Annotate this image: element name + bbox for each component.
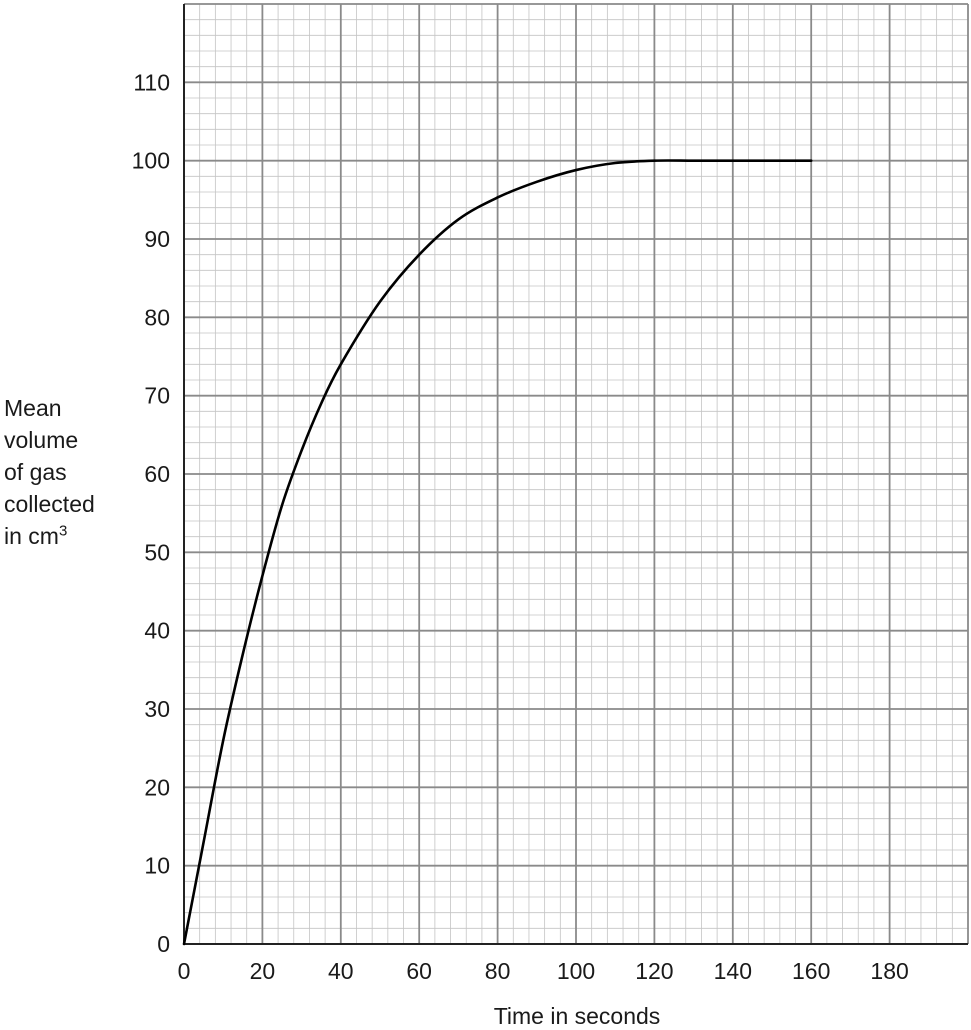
x-axis-ticks: 0 20 40 60 80 100 120 140 160 180 [178, 958, 909, 984]
y-axis-label-line-2: volume [4, 427, 79, 453]
y-axis-label: Mean volume of gas collected in cm3 [4, 392, 95, 552]
y-tick-label: 90 [144, 226, 170, 252]
x-tick-label: 120 [635, 958, 673, 984]
x-tick-label: 40 [328, 958, 354, 984]
x-axis-label: Time in seconds [494, 1003, 661, 1029]
y-axis-label-line-3: of gas [4, 459, 67, 485]
y-tick-label: 80 [144, 304, 170, 330]
x-tick-label: 20 [250, 958, 276, 984]
x-tick-label: 60 [406, 958, 432, 984]
x-tick-label: 80 [485, 958, 511, 984]
y-tick-label: 40 [144, 618, 170, 644]
x-tick-label: 140 [714, 958, 752, 984]
y-tick-label: 20 [144, 774, 170, 800]
y-axis-label-line-5: in cm3 [4, 520, 95, 552]
y-tick-label: 30 [144, 696, 170, 722]
x-tick-label: 180 [870, 958, 908, 984]
y-tick-label: 100 [132, 148, 170, 174]
series-layer [182, 159, 813, 946]
y-tick-label: 70 [144, 383, 170, 409]
y-axis-label-line-1: Mean [4, 395, 62, 421]
series-line [182, 159, 813, 946]
x-tick-label: 0 [178, 958, 191, 984]
y-axis-label-line-4: collected [4, 491, 95, 517]
y-tick-label: 110 [133, 69, 170, 95]
y-tick-label: 10 [144, 853, 170, 879]
y-tick-label: 0 [157, 931, 170, 957]
y-axis-label-unit: in cm [4, 523, 59, 549]
y-tick-label: 60 [144, 461, 170, 487]
x-tick-label: 160 [792, 958, 830, 984]
y-axis-label-unit-superscript: 3 [58, 522, 68, 540]
y-axis-ticks: 0 10 20 30 40 50 60 70 80 90 100 110 [132, 69, 170, 957]
axes [183, 4, 968, 945]
y-tick-label: 50 [144, 539, 170, 565]
x-tick-label: 100 [557, 958, 595, 984]
